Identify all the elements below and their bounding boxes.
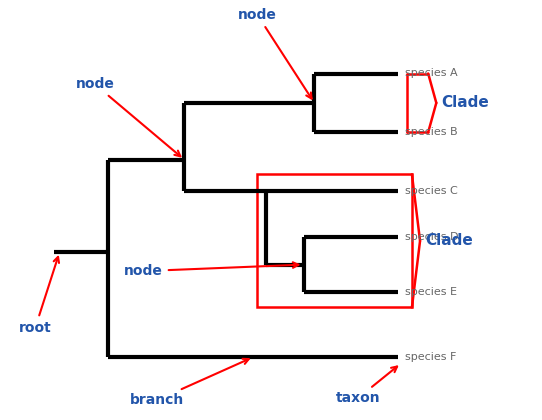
- Text: species C: species C: [405, 186, 457, 196]
- Text: node: node: [124, 262, 299, 278]
- Text: root: root: [19, 257, 59, 335]
- Text: node: node: [238, 8, 312, 99]
- Text: species D: species D: [405, 232, 459, 242]
- Bar: [257, 174, 412, 307]
- Text: branch: branch: [130, 359, 249, 407]
- Text: species A: species A: [405, 68, 457, 79]
- Text: species F: species F: [405, 352, 456, 362]
- Text: Clade: Clade: [425, 234, 473, 248]
- Text: species E: species E: [405, 287, 457, 297]
- Text: species B: species B: [405, 127, 457, 137]
- Text: node: node: [75, 77, 180, 156]
- Text: taxon: taxon: [335, 367, 397, 405]
- Text: Clade: Clade: [442, 95, 489, 110]
